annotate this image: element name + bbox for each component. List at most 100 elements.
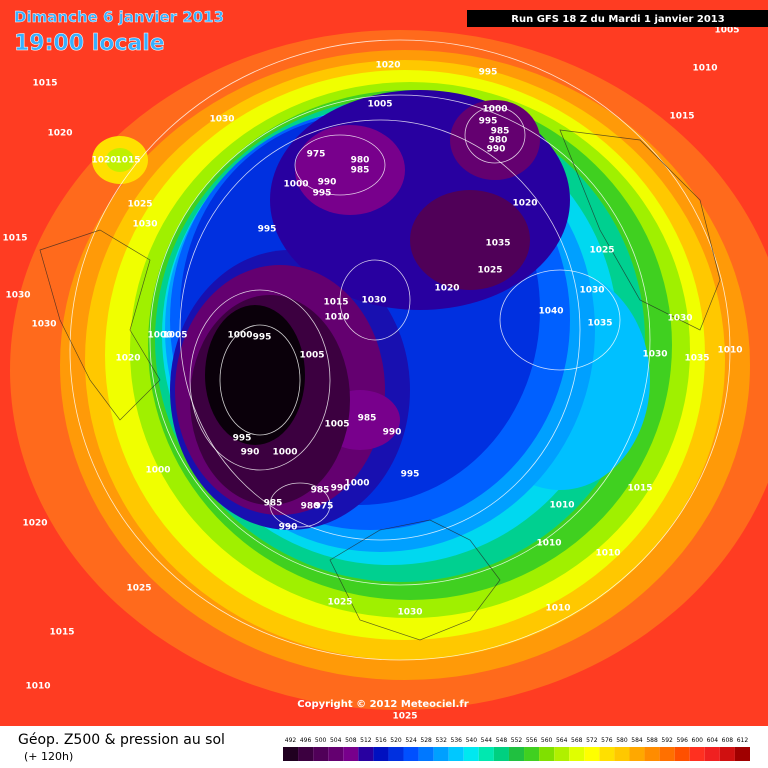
pressure-label: 1015 [323, 298, 348, 308]
scale-swatch [298, 747, 314, 761]
scale-label: 552 [511, 737, 523, 744]
pressure-label: 1010 [692, 64, 717, 74]
copyright: Copyright © 2012 Meteociel.fr [297, 699, 468, 710]
pressure-label: 1030 [132, 220, 157, 230]
scale-label: 532 [435, 737, 447, 744]
pressure-label: 1020 [91, 156, 116, 166]
pressure-label: 1010 [595, 549, 620, 559]
pressure-label: 1025 [126, 584, 151, 594]
scale-label: 560 [541, 737, 553, 744]
scale-swatch [313, 747, 329, 761]
scale-label: 496 [300, 737, 312, 744]
scale-swatch [704, 747, 720, 761]
scale-label: 576 [601, 737, 613, 744]
height-field [10, 30, 768, 710]
scale-label: 516 [375, 737, 387, 744]
scale-label: 492 [285, 737, 297, 744]
pressure-label: 1030 [31, 320, 56, 330]
scale-swatch [478, 747, 494, 761]
pressure-label: 1040 [538, 307, 563, 317]
scale-swatch [674, 747, 690, 761]
scale-label: 540 [466, 737, 478, 744]
pressure-label: 1010 [536, 539, 561, 549]
pressure-label: 1015 [627, 484, 652, 494]
scale-swatch [463, 747, 479, 761]
scale-label: 512 [360, 737, 372, 744]
pressure-label: 985 [351, 166, 370, 176]
scale-label: 508 [345, 737, 357, 744]
scale-label: 608 [722, 737, 734, 744]
pressure-label: 985 [264, 499, 283, 509]
pressure-label: 1020 [47, 129, 72, 139]
pressure-label: 1030 [642, 350, 667, 360]
scale-swatch [448, 747, 464, 761]
pressure-label: 990 [241, 448, 260, 458]
pressure-label: 1000 [482, 105, 507, 115]
footer-lead: (+ 120h) [24, 750, 73, 763]
pressure-label: 990 [331, 484, 350, 494]
pressure-label: 975 [315, 502, 334, 512]
scale-label: 604 [707, 737, 719, 744]
pressure-label: 1000 [283, 180, 308, 190]
pressure-label: 975 [307, 150, 326, 160]
pressure-label: 1015 [669, 112, 694, 122]
scale-swatch [524, 747, 540, 761]
pressure-label: 1015 [115, 156, 140, 166]
pressure-label: 1010 [549, 501, 574, 511]
color-scale: 492 496 500 504 508 512 516 520 524 528 532 536 540 5… [283, 737, 750, 761]
scale-label: 528 [420, 737, 432, 744]
pressure-label: 1005 [162, 331, 187, 341]
scale-label: 584 [631, 737, 643, 744]
pressure-label: 1025 [477, 266, 502, 276]
pressure-label: 980 [301, 502, 320, 512]
pressure-label: 1035 [684, 354, 709, 364]
pressure-label: 1035 [587, 319, 612, 329]
pressure-label: 1035 [485, 239, 510, 249]
pressure-label: 1020 [512, 199, 537, 209]
scale-swatch [388, 747, 404, 761]
pressure-label: 1010 [25, 682, 50, 692]
pressure-label: 1020 [375, 61, 400, 71]
pressure-label: 1000 [344, 479, 369, 489]
coastlines [39, 129, 721, 641]
scale-swatch [599, 747, 615, 761]
scale-label: 580 [616, 737, 628, 744]
pressure-label: 1000 [147, 331, 172, 341]
scale-swatch [539, 747, 555, 761]
scale-label: 612 [737, 737, 749, 744]
scale-swatch [629, 747, 645, 761]
pressure-label: 980 [489, 136, 508, 146]
pressure-label: 995 [479, 68, 498, 78]
pressure-label: 990 [383, 428, 402, 438]
scale-label: 568 [571, 737, 583, 744]
scale-label: 596 [676, 737, 688, 744]
pressure-label: 985 [311, 486, 330, 496]
pressure-label: 1030 [5, 291, 30, 301]
pressure-label: 995 [253, 333, 272, 343]
pressure-label: 1000 [227, 331, 252, 341]
pressure-label: 990 [318, 178, 337, 188]
scale-swatch [418, 747, 434, 761]
pressure-label: 1020 [434, 284, 459, 294]
pressure-label: 990 [487, 145, 506, 155]
time-label: 19:00 locale [14, 31, 165, 56]
scale-swatch [508, 747, 525, 761]
pressure-label: 995 [401, 470, 420, 480]
pressure-label: 980 [351, 156, 370, 166]
scale-label: 588 [646, 737, 658, 744]
pressure-label: 1015 [32, 79, 57, 89]
scale-label: 536 [451, 737, 463, 744]
pressure-label: 1025 [589, 246, 614, 256]
scale-swatch [373, 747, 389, 761]
scale-label: 564 [556, 737, 568, 744]
scale-swatch [433, 747, 449, 761]
pressure-label: 995 [233, 434, 252, 444]
pressure-label: 1025 [127, 200, 152, 210]
scale-swatch [614, 747, 630, 761]
pressure-label: 1010 [717, 346, 742, 356]
pressure-label: 1025 [392, 712, 417, 722]
scale-swatch [584, 747, 600, 761]
scale-label: 544 [481, 737, 493, 744]
